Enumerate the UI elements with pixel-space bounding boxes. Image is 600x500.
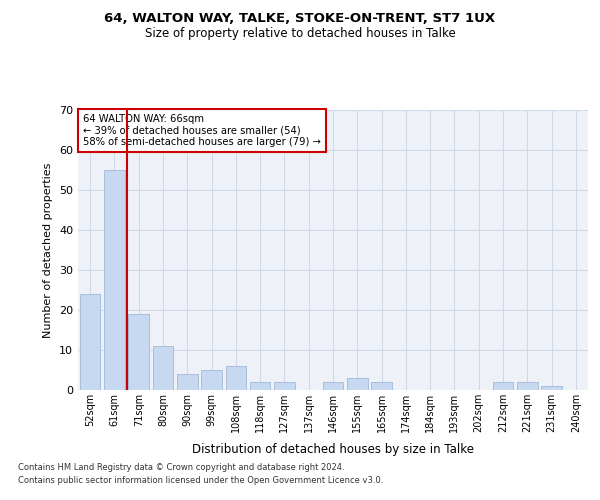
Text: Contains HM Land Registry data © Crown copyright and database right 2024.: Contains HM Land Registry data © Crown c… [18,464,344,472]
Bar [371,382,392,390]
Bar [177,374,197,390]
Text: Contains public sector information licensed under the Open Government Licence v3: Contains public sector information licen… [18,476,383,485]
Text: Size of property relative to detached houses in Talke: Size of property relative to detached ho… [145,28,455,40]
Text: Distribution of detached houses by size in Talke: Distribution of detached houses by size … [192,442,474,456]
Bar [274,382,295,390]
Bar [323,382,343,390]
Text: 64 WALTON WAY: 66sqm
← 39% of detached houses are smaller (54)
58% of semi-detac: 64 WALTON WAY: 66sqm ← 39% of detached h… [83,114,321,148]
Bar [250,382,271,390]
Bar [347,378,368,390]
Bar [541,386,562,390]
Bar [493,382,514,390]
Bar [104,170,125,390]
Bar [128,314,149,390]
Y-axis label: Number of detached properties: Number of detached properties [43,162,53,338]
Bar [201,370,222,390]
Bar [517,382,538,390]
Bar [152,346,173,390]
Text: 64, WALTON WAY, TALKE, STOKE-ON-TRENT, ST7 1UX: 64, WALTON WAY, TALKE, STOKE-ON-TRENT, S… [104,12,496,26]
Bar [226,366,246,390]
Bar [80,294,100,390]
